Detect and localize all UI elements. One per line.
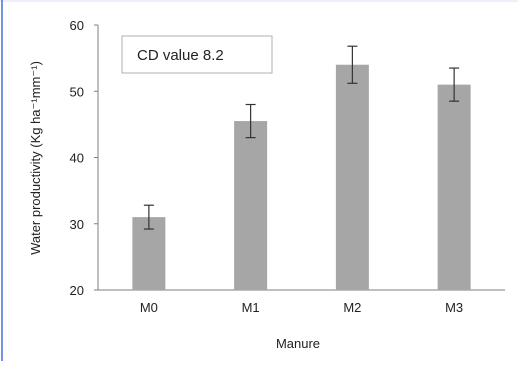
annotation-box bbox=[121, 35, 273, 74]
y-tick-label: 30 bbox=[70, 217, 84, 232]
x-axis-title: Manure bbox=[276, 336, 320, 351]
y-tick-label: 50 bbox=[70, 84, 84, 99]
y-tick-labels: 20 30 40 50 60 bbox=[70, 18, 98, 298]
bar-m1 bbox=[234, 121, 268, 290]
y-tick-label: 60 bbox=[70, 18, 84, 33]
annotation-text: CD value 8.2 bbox=[137, 47, 224, 64]
x-tick-label-m0: M0 bbox=[140, 300, 158, 315]
bar-m2 bbox=[335, 64, 369, 290]
y-axis-title: Water productivity (Kg ha⁻¹mm⁻¹) bbox=[28, 61, 43, 255]
x-tick-label-m1: M1 bbox=[242, 300, 260, 315]
bar-series bbox=[132, 45, 471, 290]
y-tick-label: 40 bbox=[70, 151, 84, 166]
bar-m3 bbox=[437, 84, 471, 290]
y-tick-label: 20 bbox=[70, 283, 84, 298]
x-tick-label-m3: M3 bbox=[445, 300, 463, 315]
x-tick-labels: M0 M1 M2 M3 bbox=[140, 300, 463, 315]
x-tick-label-m2: M2 bbox=[343, 300, 361, 315]
